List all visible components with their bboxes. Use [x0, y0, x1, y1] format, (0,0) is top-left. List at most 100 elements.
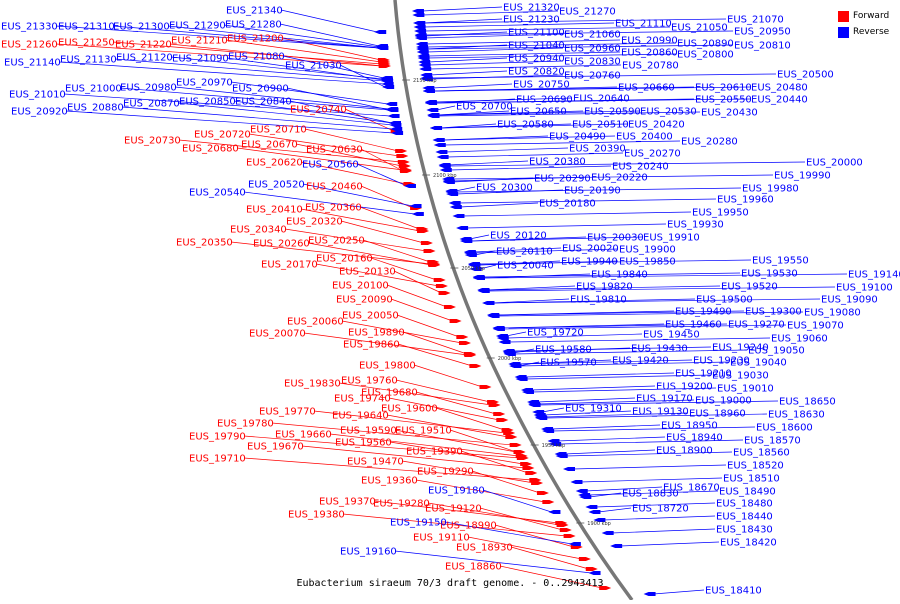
gene-label: EUS_19950: [692, 208, 749, 219]
gene-label: EUS_19010: [717, 384, 774, 395]
gene-leader-line: [492, 298, 570, 304]
gene-label: EUS_18570: [744, 436, 801, 447]
gene-leader-line: [544, 412, 689, 418]
gene-label: EUS_19160: [340, 547, 397, 558]
gene-leader-line: [341, 320, 463, 344]
gene-label: EUS_18410: [705, 586, 762, 597]
gene-label: EUS_19670: [247, 442, 304, 453]
legend-reverse-label: Reverse: [853, 27, 890, 37]
gene-label: EUS_20730: [124, 136, 181, 147]
gene-feature: [601, 531, 614, 535]
gene-label: EUS_20260: [253, 239, 310, 250]
gene-feature: [409, 204, 422, 208]
gene-label: EUS_20990: [621, 36, 678, 47]
gene-label: EUS_21280: [225, 20, 282, 31]
gene-leader-line: [432, 83, 513, 89]
gene-feature: [588, 510, 601, 514]
gene-leader-line: [508, 337, 771, 343]
gene-leader-line: [300, 208, 421, 232]
gene-label: EUS_19080: [804, 308, 861, 319]
gene-label: EUS_19210: [675, 369, 732, 380]
gene-label: EUS_20350: [176, 238, 233, 249]
gene-leader-line: [430, 70, 508, 76]
gene-leader-line: [223, 24, 380, 48]
gene-leader-line: [589, 492, 622, 498]
gene-leader-line: [340, 220, 424, 244]
gene-label: EUS_21080: [228, 52, 285, 63]
gene-leader-line: [452, 174, 774, 180]
gene-label: EUS_20850: [179, 97, 236, 108]
gene-leader-line: [598, 507, 632, 513]
gene-leader-line: [402, 331, 467, 355]
scale-tick-label: 2150 kbp: [413, 78, 437, 84]
gene-leader-line: [518, 359, 693, 365]
gene-feature: [439, 168, 452, 172]
gene-leader-line: [225, 39, 382, 63]
gene-label: EUS_20760: [564, 71, 621, 82]
gene-label: EUS_19800: [359, 361, 416, 372]
gene-label: EUS_19430: [631, 344, 688, 355]
gene-feature: [505, 435, 518, 439]
gene-leader-line: [427, 502, 560, 526]
gene-feature: [570, 480, 583, 484]
gene-feature: [579, 495, 592, 499]
gene-leader-line: [426, 47, 564, 53]
gene-feature: [588, 571, 601, 575]
gene-feature: [414, 29, 427, 33]
gene-label: EUS_19310: [565, 404, 622, 415]
gene-label: EUS_20970: [176, 78, 233, 89]
gene-label: EUS_19960: [717, 195, 774, 206]
gene-label: EUS_19090: [821, 295, 878, 306]
gene-label: EUS_19450: [643, 330, 700, 341]
gene-label: EUS_19840: [591, 270, 648, 281]
gene-label: EUS_20220: [591, 173, 648, 184]
gene-label: EUS_20050: [342, 311, 399, 322]
gene-label: EUS_20360: [305, 203, 362, 214]
gene-leader-line: [302, 183, 413, 207]
gene-feature: [568, 542, 581, 546]
gene-feature: [378, 64, 391, 68]
gene-label: EUS_19550: [752, 256, 809, 267]
gene-label: EUS_21040: [508, 41, 565, 52]
gene-leader-line: [458, 198, 717, 204]
gene-leader-line: [467, 536, 582, 560]
gene-leader-line: [58, 61, 385, 85]
gene-leader-line: [236, 147, 403, 171]
gene-feature: [427, 114, 440, 118]
gene-feature: [460, 239, 473, 243]
gene-label: EUS_20170: [261, 260, 318, 271]
gene-label: EUS_20660: [618, 83, 675, 94]
gene-label: EUS_20810: [734, 41, 791, 52]
gene-feature: [374, 30, 387, 34]
gene-leader-line: [442, 135, 616, 141]
gene-label: EUS_19990: [774, 171, 831, 182]
gene-label: EUS_20680: [182, 144, 239, 155]
gene-leader-line: [370, 257, 437, 281]
gene-label: EUS_19420: [612, 356, 669, 367]
gene-leader-line: [295, 143, 402, 167]
gene-feature: [390, 127, 403, 131]
gene-feature: [438, 164, 451, 168]
gene-leader-line: [359, 206, 420, 230]
gene-leader-line: [393, 270, 442, 294]
gene-feature: [492, 327, 505, 331]
gene-feature: [449, 205, 462, 209]
gene-label: EUS_20630: [306, 145, 363, 156]
gene-label: EUS_20060: [287, 317, 344, 328]
gene-feature: [542, 500, 555, 504]
gene-label: EUS_19290: [417, 467, 474, 478]
gene-feature: [412, 13, 425, 17]
gene-glyphs: [374, 9, 656, 596]
gene-label: EUS_20280: [681, 137, 738, 148]
gene-feature: [413, 25, 426, 29]
gene-leader-line: [466, 223, 667, 229]
gene-label: EUS_20900: [232, 84, 289, 95]
gene-leader-line: [55, 25, 380, 49]
gene-label: EUS_20110: [496, 247, 553, 258]
gene-label: EUS_19570: [540, 358, 597, 369]
gene-leader-line: [506, 333, 643, 339]
gene-leader-line: [432, 86, 751, 92]
gene-feature: [442, 177, 455, 181]
gene-label: EUS_18990: [440, 521, 497, 532]
